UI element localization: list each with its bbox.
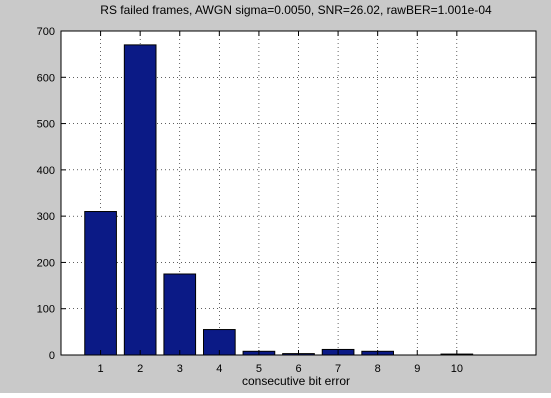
x-tick-label: 1 (98, 363, 104, 375)
y-tick-labels: 0 100 200 300 400 500 600 700 (37, 26, 536, 362)
x-tick-label: 7 (335, 363, 341, 375)
x-tick-labels: 1 2 3 4 5 6 7 8 9 10 (98, 31, 463, 375)
bars (84, 44, 474, 356)
x-tick-label: 9 (414, 363, 420, 375)
y-tick-label: 300 (37, 211, 55, 223)
bar (84, 211, 117, 356)
y-tick-label: 700 (37, 26, 55, 38)
x-tick-label: 4 (216, 363, 222, 375)
x-axis-label: consecutive bit error (242, 374, 350, 388)
y-tick-label: 0 (49, 350, 55, 362)
bar (123, 44, 157, 356)
x-tick-label: 6 (295, 363, 301, 375)
y-tick-label: 100 (37, 304, 55, 316)
y-tick-label: 500 (37, 119, 55, 131)
y-tick-label: 200 (37, 257, 55, 269)
bar (163, 273, 197, 356)
x-tick-label: 2 (137, 363, 143, 375)
x-tick-label: 10 (451, 363, 463, 375)
x-tick-label: 3 (177, 363, 183, 375)
x-tick-label: 8 (375, 363, 381, 375)
x-tick-label: 5 (256, 363, 262, 375)
chart-title: RS failed frames, AWGN sigma=0.0050, SNR… (100, 3, 492, 17)
y-tick-label: 600 (37, 72, 55, 84)
y-tick-label: 400 (37, 165, 55, 177)
